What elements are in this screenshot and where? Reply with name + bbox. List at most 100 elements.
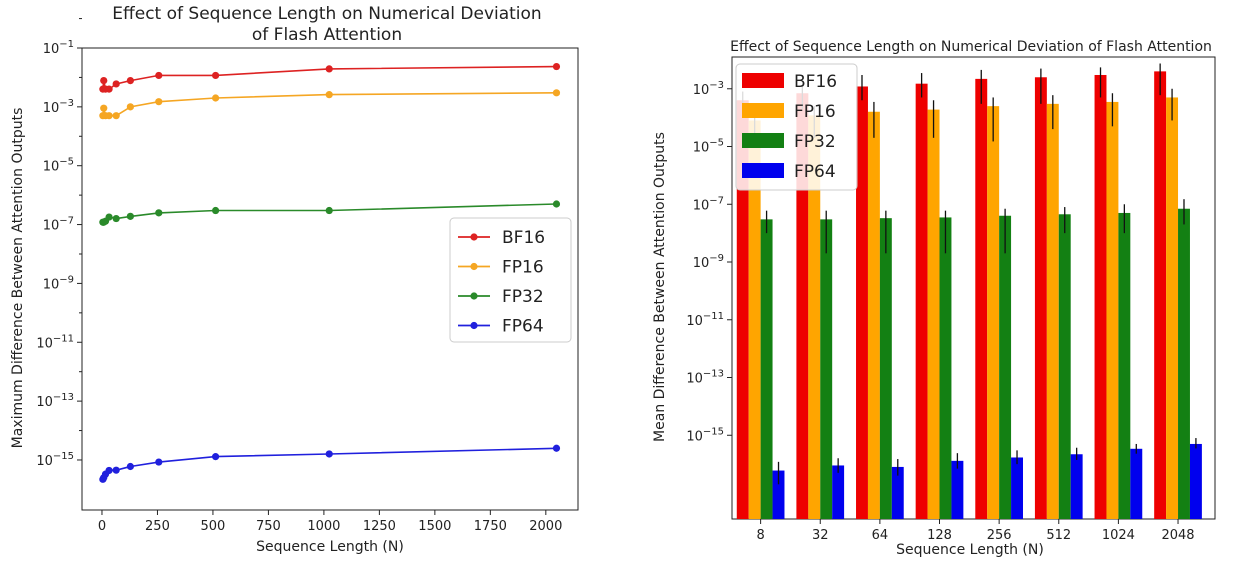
x-tick-label: 32 <box>812 528 829 543</box>
legend-label-fp32: FP32 <box>794 132 836 152</box>
y-tick-label: 10−3 <box>693 80 724 98</box>
y-tick-label: 10−15 <box>686 426 724 444</box>
data-point-fp16 <box>155 98 163 106</box>
data-point-fp32 <box>126 212 134 220</box>
data-point-fp32 <box>325 206 333 215</box>
y-tick-label: 10−3 <box>43 98 74 116</box>
x-tick-label: 64 <box>872 528 889 543</box>
bar-chart: Effect of Sequence Length on Numerical D… <box>652 39 1216 558</box>
bar-bf16 <box>915 83 928 520</box>
y-tick-label: 10−11 <box>36 333 74 351</box>
data-point-fp64 <box>112 466 120 474</box>
bar-bf16 <box>1154 71 1167 519</box>
x-tick-label: 2048 <box>1161 528 1194 543</box>
data-point-fp32 <box>112 214 120 223</box>
bar-fp16 <box>1166 97 1179 519</box>
y-tick-label: 10−13 <box>36 392 74 410</box>
y-tick-label: 10−7 <box>43 216 74 234</box>
bar-fp32 <box>1118 212 1131 519</box>
legend-label-bf16: BF16 <box>794 72 837 92</box>
x-axis-label: Sequence Length (N) <box>256 539 404 555</box>
x-tick-label: 1750 <box>474 519 507 534</box>
data-point-fp64 <box>552 444 561 452</box>
y-tick-label: 10−9 <box>43 274 74 292</box>
y-tick-label: 10−1 <box>43 39 74 57</box>
bar-bf16 <box>856 86 868 520</box>
data-point-fp64 <box>105 466 113 475</box>
data-point-fp64 <box>155 458 163 466</box>
data-point-fp16 <box>552 89 561 97</box>
data-point-bf16 <box>155 71 163 80</box>
data-point-bf16 <box>325 65 333 73</box>
bar-fp32 <box>939 217 952 519</box>
y-tick-label: 10−15 <box>36 451 74 469</box>
legend-label-fp16: FP16 <box>794 102 836 122</box>
data-point-fp32 <box>552 200 561 208</box>
bar-fp16 <box>867 111 880 520</box>
bar-fp64 <box>1070 454 1083 519</box>
legend-label-bf16: BF16 <box>502 228 545 248</box>
bar-fp64 <box>1130 448 1143 519</box>
legend-label-fp64: FP64 <box>502 317 544 337</box>
legend-label-fp16: FP16 <box>502 258 544 278</box>
data-point-fp16 <box>211 94 220 102</box>
legend-box <box>449 217 572 343</box>
legend-marker-fp16 <box>470 262 478 271</box>
x-tick-label: 1250 <box>363 519 396 534</box>
bar-bf16 <box>736 100 749 519</box>
bar-fp64 <box>832 465 845 519</box>
x-tick-label: 2000 <box>529 519 562 534</box>
bar-fp16 <box>1046 103 1059 519</box>
data-point-fp16 <box>112 112 120 120</box>
x-tick-label: 750 <box>256 519 281 534</box>
bar-fp32 <box>820 219 833 519</box>
y-tick-label: 10−7 <box>693 195 724 213</box>
y-tick-label: 10−13 <box>686 369 724 387</box>
bar-fp64 <box>1011 457 1023 519</box>
bar-fp32 <box>999 215 1012 519</box>
bar-fp16 <box>808 115 821 520</box>
legend-swatch-bf16 <box>742 73 784 88</box>
x-tick-label: 1500 <box>418 519 451 534</box>
y-tick-label: 10−5 <box>693 138 724 156</box>
bar-fp64 <box>951 460 964 519</box>
data-point-bf16 <box>552 62 561 71</box>
data-point-fp64 <box>126 462 134 471</box>
data-point-fp16 <box>126 103 134 111</box>
data-point-fp64 <box>211 453 220 461</box>
bar-bf16 <box>1034 77 1047 520</box>
bar-fp32 <box>1178 208 1190 519</box>
chart-title-line-2: of Flash Attention <box>252 25 402 45</box>
data-point-bf16 <box>211 71 220 80</box>
legend-label-fp64: FP64 <box>794 162 836 182</box>
data-point-bf16 <box>112 80 120 88</box>
bar-bf16 <box>1094 74 1107 519</box>
chart-title: Effect of Sequence Length on Numerical D… <box>730 39 1212 55</box>
legend-label-fp32: FP32 <box>502 287 544 307</box>
data-point-bf16 <box>126 77 134 85</box>
series-line-bf16 <box>102 65 557 90</box>
bar-fp32 <box>879 218 892 519</box>
bar-bf16 <box>796 93 809 519</box>
legend-swatch-fp16 <box>742 103 784 118</box>
bar-fp32 <box>760 219 773 519</box>
y-tick-label: 10−9 <box>693 253 724 271</box>
bar-bf16 <box>975 78 988 519</box>
bar-fp32 <box>1058 214 1071 519</box>
x-tick-label: 1000 <box>307 519 340 534</box>
plot-frame <box>731 56 1216 520</box>
bar-fp16 <box>927 109 940 519</box>
data-point-fp16 <box>105 112 113 120</box>
bar-fp64 <box>772 470 785 519</box>
plot-frame <box>81 47 579 511</box>
x-tick-label: 0 <box>98 519 106 534</box>
bar-fp64 <box>891 466 904 519</box>
line-chart: Effect of Sequence Length on Numerical D… <box>10 4 579 555</box>
data-point-fp32 <box>211 206 220 215</box>
y-tick-label: 10−5 <box>43 157 74 175</box>
x-tick-label: 128 <box>927 528 952 543</box>
bar-fp16 <box>987 106 1000 520</box>
data-point-fp64 <box>325 450 333 458</box>
legend-marker-fp64 <box>470 321 478 330</box>
